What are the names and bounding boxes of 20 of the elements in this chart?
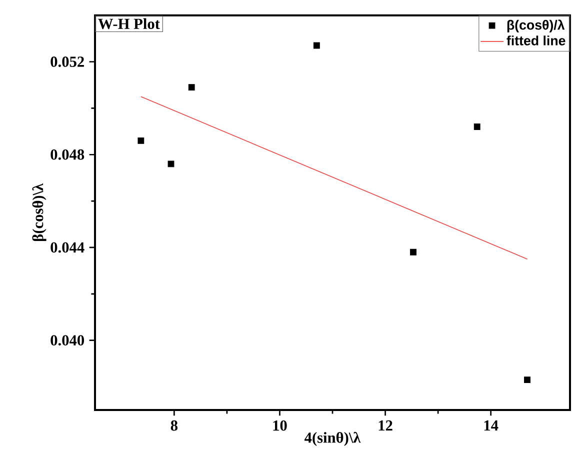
y-axis-title: β(cosθ)\λ — [32, 183, 46, 242]
x-tick-label: 8 — [170, 420, 178, 431]
x-axis-title: 4(sinθ)\λ — [304, 432, 361, 446]
y-tick-label: 0.040 — [50, 335, 84, 346]
point — [168, 160, 174, 168]
point — [524, 376, 530, 384]
y-tick-label: 0.044 — [50, 242, 84, 253]
y-tick-label: 0.052 — [50, 56, 84, 67]
legend-label: β(cosθ)/λ — [507, 20, 565, 32]
x-tick-label: 14 — [484, 420, 498, 431]
x-tick-label: 10 — [273, 420, 287, 431]
legend-label: fitted line — [506, 36, 566, 46]
point — [313, 42, 320, 49]
x-tick-label: 12 — [378, 420, 392, 431]
point — [410, 248, 416, 256]
point — [188, 84, 195, 90]
y-tick-label: 0.048 — [50, 149, 84, 160]
point — [138, 137, 144, 144]
point — [474, 124, 480, 130]
annotation: W-H Plot — [98, 18, 160, 30]
